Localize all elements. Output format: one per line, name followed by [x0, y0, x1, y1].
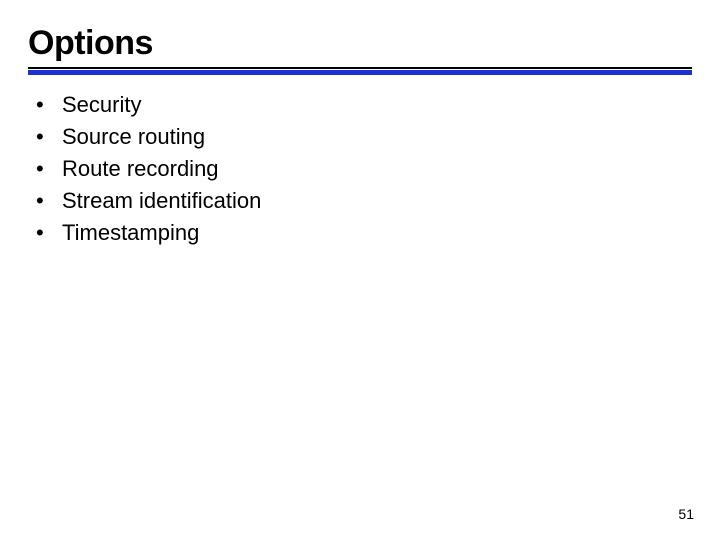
- title-rule-blue: [28, 70, 692, 75]
- bullet-list: Security Source routing Route recording …: [28, 89, 692, 248]
- list-item: Timestamping: [36, 217, 692, 249]
- slide-container: Options Security Source routing Route re…: [0, 0, 720, 540]
- list-item: Security: [36, 89, 692, 121]
- list-item: Route recording: [36, 153, 692, 185]
- list-item: Stream identification: [36, 185, 692, 217]
- slide-title: Options: [28, 24, 692, 63]
- page-number: 51: [678, 506, 694, 522]
- title-rule-black: [28, 67, 692, 69]
- list-item: Source routing: [36, 121, 692, 153]
